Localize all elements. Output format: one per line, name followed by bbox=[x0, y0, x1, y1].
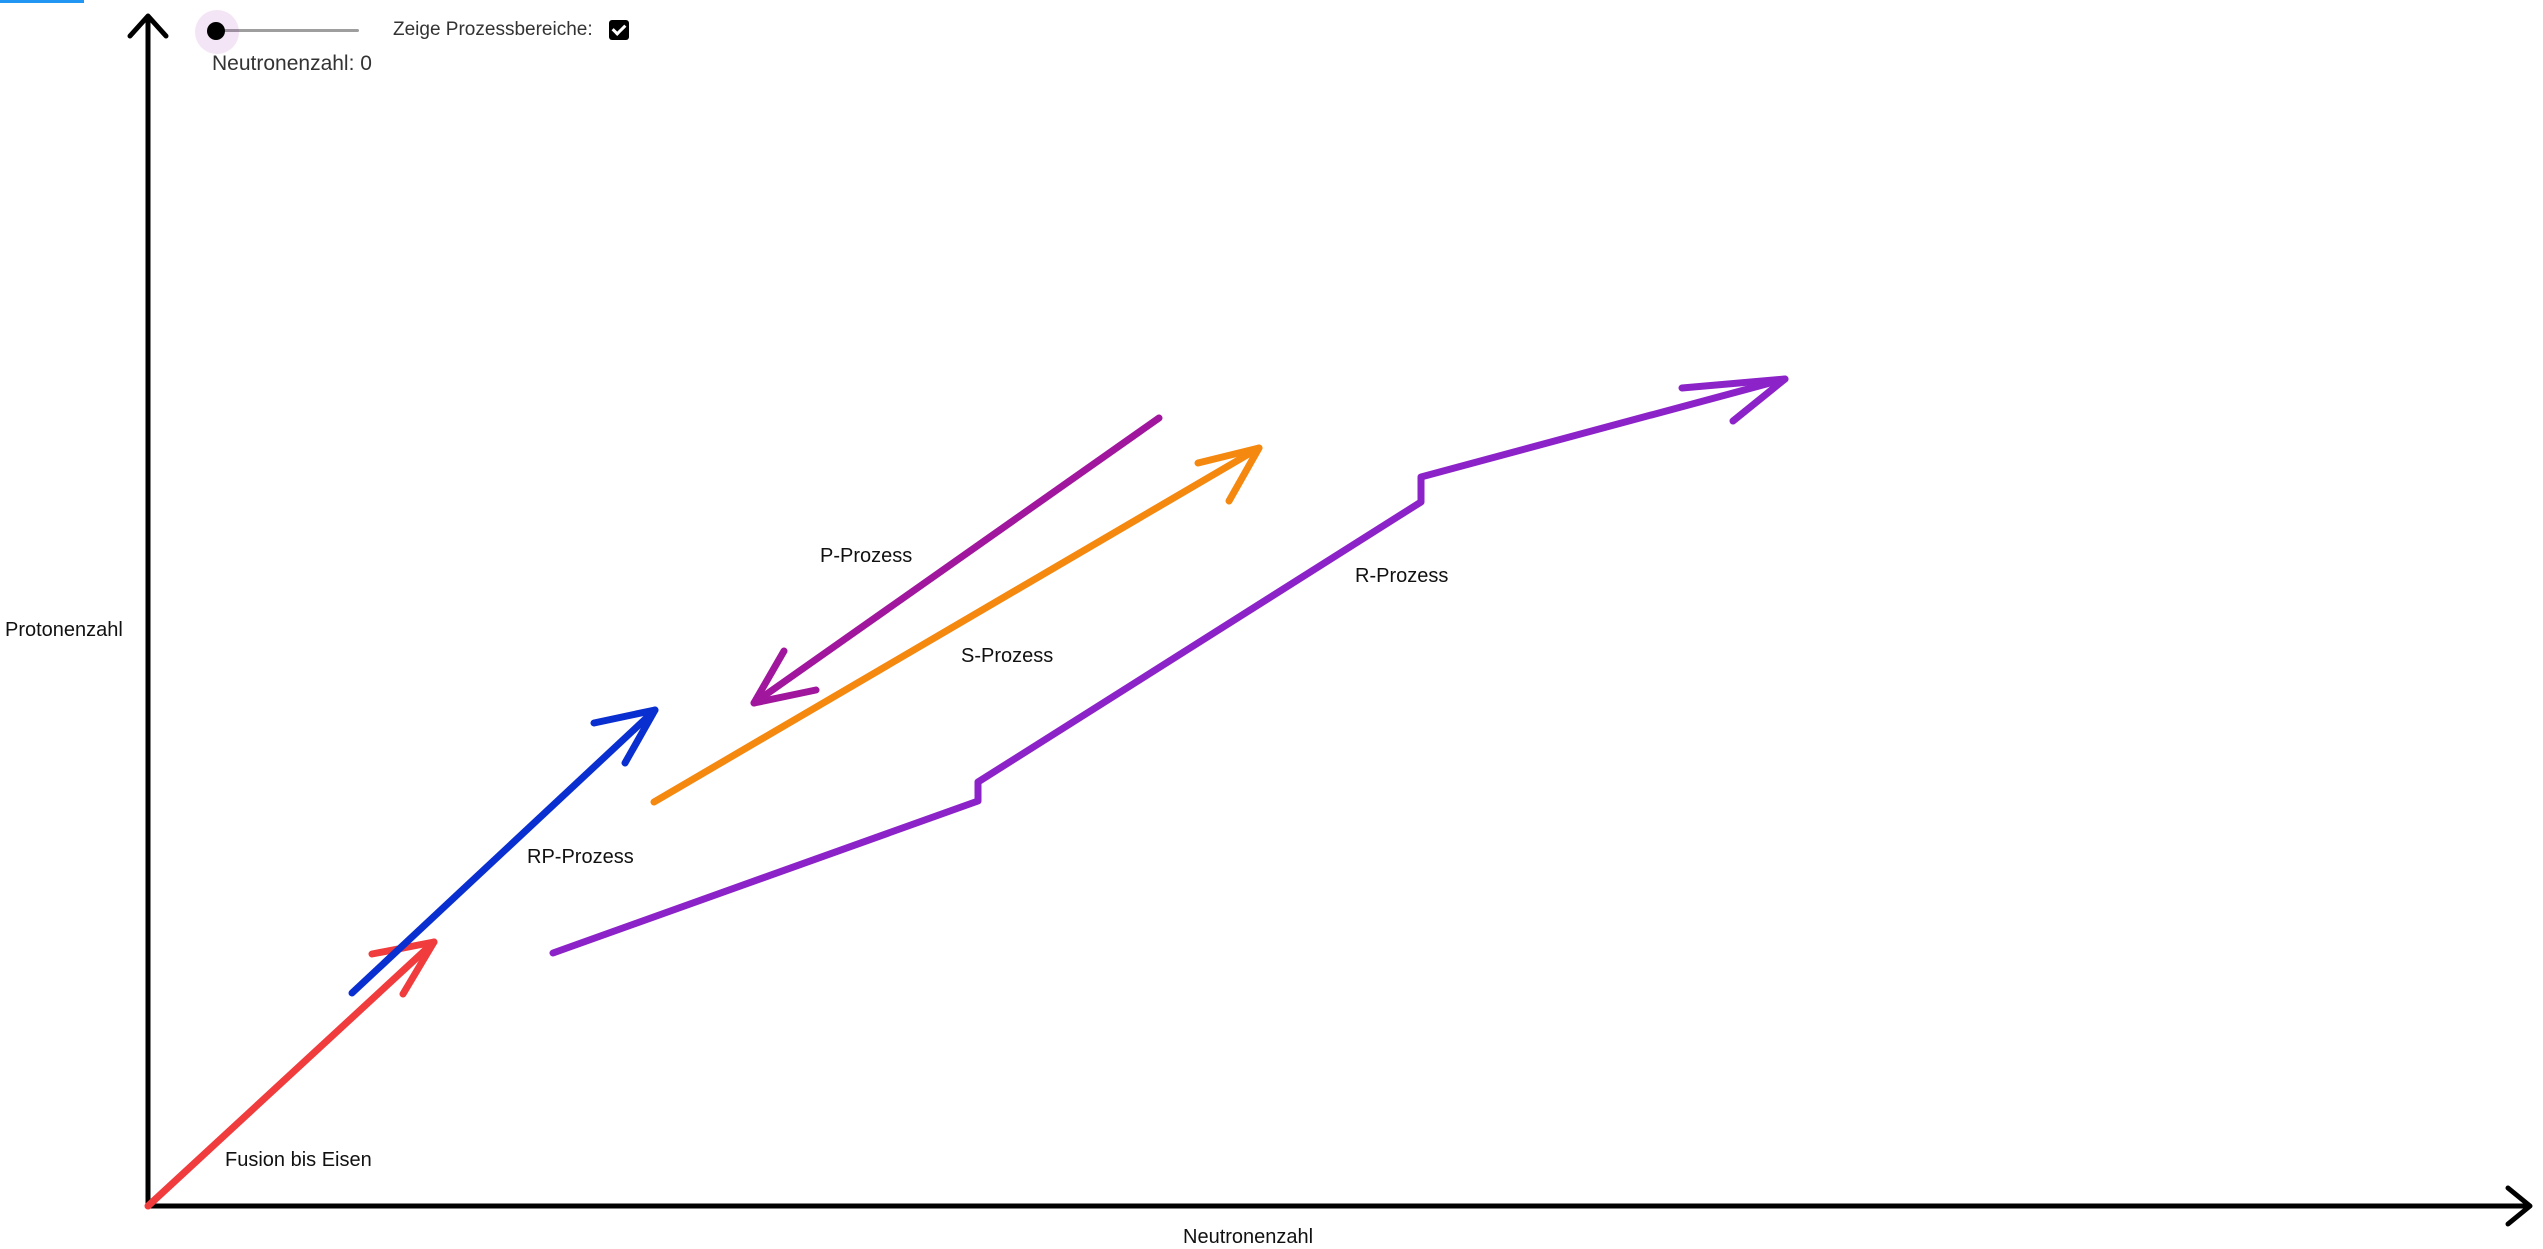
x-axis-arrowhead bbox=[2505, 1185, 2533, 1227]
neutron-slider[interactable] bbox=[195, 8, 365, 54]
show-process-areas-checkbox[interactable] bbox=[608, 20, 629, 40]
show-process-areas-label: Zeige Prozessbereiche: bbox=[393, 19, 593, 40]
controls-bar: Zeige Prozessbereiche: bbox=[195, 8, 629, 54]
y-axis-label: Protonenzahl bbox=[5, 619, 123, 641]
s-process-label: S-Prozess bbox=[961, 645, 1054, 667]
p-process-label: P-Prozess bbox=[820, 545, 913, 567]
slider-thumb[interactable] bbox=[207, 22, 225, 40]
r-process-label: R-Prozess bbox=[1355, 565, 1449, 587]
slider-value-label: Neutronenzahl: 0 bbox=[212, 52, 372, 75]
rp-process-label: RP-Prozess bbox=[527, 846, 634, 868]
fusion-process-arrow bbox=[144, 938, 438, 1210]
y-axis-arrowhead bbox=[127, 13, 169, 39]
p-process-arrow bbox=[750, 414, 1163, 707]
x-axis-label: Neutronenzahl bbox=[1183, 1226, 1314, 1248]
s-process-arrow bbox=[650, 444, 1263, 806]
rp-process-arrow bbox=[348, 706, 659, 997]
top-accent-bar bbox=[0, 0, 84, 3]
slider-track[interactable] bbox=[219, 29, 359, 32]
fusion-process-label: Fusion bis Eisen bbox=[225, 1149, 372, 1171]
r-process-arrow bbox=[549, 375, 1789, 957]
